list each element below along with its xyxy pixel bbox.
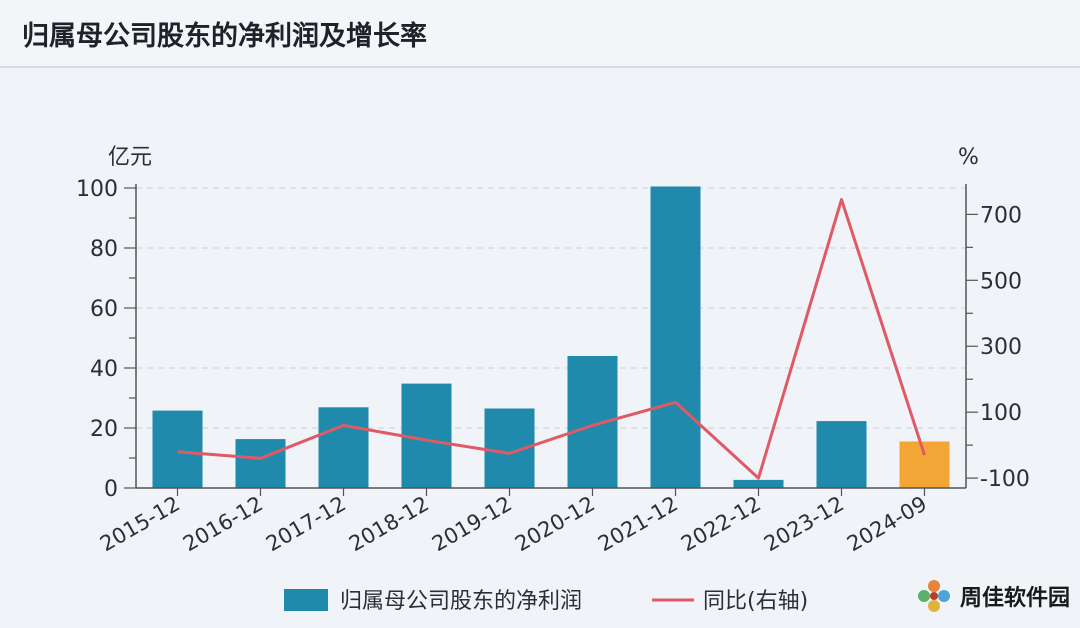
x-tick-label-2023-12: 2023-12	[760, 492, 848, 557]
left-tick-label: 60	[90, 297, 118, 322]
x-tick-label-2018-12: 2018-12	[345, 492, 433, 557]
left-axis-unit: 亿元	[108, 145, 152, 170]
x-tick-label-2017-12: 2017-12	[262, 492, 350, 557]
watermark-text: 周佳软件园	[960, 580, 1070, 612]
x-tick-label-2016-12: 2016-12	[179, 492, 267, 557]
bar-2016-12	[236, 439, 286, 488]
legend: 归属母公司股东的净利润 同比(右轴)	[284, 589, 808, 614]
chart-svg: 020406080100-1001003005007002015-122016-…	[0, 68, 1080, 624]
bar-2015-12	[153, 411, 203, 488]
chart-header: 归属母公司股东的净利润及增长率	[0, 0, 1080, 68]
legend-label-line: 同比(右轴)	[703, 589, 808, 614]
legend-label-bar: 归属母公司股东的净利润	[340, 589, 582, 614]
bar-2017-12	[319, 407, 369, 488]
left-tick-label: 20	[90, 417, 118, 442]
right-tick-label: 700	[980, 203, 1022, 228]
bar-2021-12	[651, 187, 701, 489]
line-series	[177, 199, 924, 478]
right-axis-unit: %	[958, 145, 979, 170]
watermark: 周佳软件园	[914, 576, 1070, 616]
bar-series	[153, 187, 950, 489]
right-tick-label: 500	[980, 269, 1022, 294]
bar-2022-12	[734, 480, 784, 488]
left-tick-label: 100	[76, 177, 118, 202]
flower-logo-icon	[914, 576, 954, 616]
x-tick-label-2020-12: 2020-12	[511, 492, 599, 557]
x-tick-label-2019-12: 2019-12	[428, 492, 516, 557]
growth-rate-line	[178, 200, 925, 479]
bar-2024-09	[900, 442, 950, 489]
legend-swatch-bar	[284, 589, 328, 611]
axes: 020406080100-1001003005007002015-122016-…	[76, 177, 1030, 556]
grid-lines	[136, 188, 966, 428]
left-tick-label: 0	[104, 477, 118, 502]
right-tick-label: 100	[980, 401, 1022, 426]
right-tick-label: 300	[980, 335, 1022, 360]
left-tick-label: 80	[90, 237, 118, 262]
right-tick-label: -100	[980, 467, 1030, 492]
x-tick-label-2021-12: 2021-12	[594, 492, 682, 557]
chart-title: 归属母公司股东的净利润及增长率	[22, 14, 427, 53]
x-tick-label-2022-12: 2022-12	[677, 492, 765, 557]
bar-2023-12	[817, 421, 867, 488]
x-tick-label-2024-09: 2024-09	[843, 492, 931, 557]
left-tick-label: 40	[90, 357, 118, 382]
